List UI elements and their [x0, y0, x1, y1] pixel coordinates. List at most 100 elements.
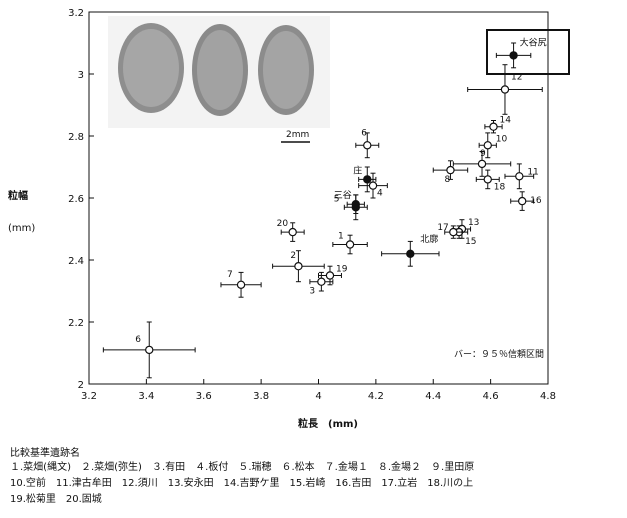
data-point: 庄	[353, 164, 377, 193]
point-label: 11	[527, 167, 538, 177]
point-marker	[406, 249, 415, 258]
highlight-box	[486, 29, 570, 75]
x-axis-ticks: 3.2 3.4 3.6 3.8 4 4.2 4.4 4.6 4.8	[81, 379, 556, 402]
point-label: 4	[377, 189, 383, 199]
x-axis-label: 粒長 (mm)	[298, 417, 358, 430]
point-label: 20	[277, 219, 289, 229]
point-marker	[294, 262, 303, 271]
scale-label: 2mm	[286, 130, 309, 140]
point-marker	[345, 240, 355, 249]
data-point: 13	[452, 218, 479, 239]
point-marker	[483, 141, 492, 150]
point-label: 13	[468, 218, 479, 228]
data-point: 19	[318, 265, 348, 286]
point-label: 1	[338, 232, 344, 242]
point-label: 5	[334, 194, 340, 204]
grain-photo	[108, 16, 330, 128]
point-marker	[145, 345, 154, 355]
point-marker	[288, 227, 297, 237]
x-tick-label: 3.4	[138, 391, 154, 402]
data-point: 1	[332, 232, 368, 255]
x-tick-label: 4.6	[483, 391, 499, 402]
data-point: 3	[309, 271, 334, 297]
caption-line-2: 10.空前 11.津古牟田 12.須川 13.安永田 14.吉野ケ里 15.岩崎…	[10, 478, 474, 489]
point-label: 6	[361, 128, 367, 138]
point-label: 10	[496, 134, 508, 144]
data-point: 大谷尻	[495, 36, 547, 69]
point-marker	[363, 141, 372, 150]
point-marker	[477, 159, 487, 169]
point-label: 12	[511, 73, 522, 83]
scale-bar: 2mm	[281, 130, 310, 143]
point-marker	[236, 280, 246, 289]
data-point: 8	[432, 160, 469, 185]
point-label: 6	[135, 335, 141, 345]
data-point: 北廓	[381, 233, 440, 267]
point-marker	[483, 175, 492, 184]
point-marker	[489, 122, 498, 131]
point-marker	[509, 51, 518, 60]
y-tick-label: 2.8	[68, 132, 84, 143]
point-marker	[449, 227, 458, 237]
x-tick-label: 3.6	[196, 391, 212, 402]
data-point: 6	[102, 321, 196, 379]
point-label: 14	[499, 116, 511, 126]
point-marker	[446, 165, 455, 175]
y-tick-label: 2.6	[68, 194, 84, 205]
point-label: 2	[290, 251, 296, 261]
point-label: 19	[336, 265, 348, 275]
point-label: 16	[530, 196, 542, 206]
y-axis-unit: (mm)	[8, 223, 35, 234]
x-tick-label: 3.8	[253, 391, 269, 402]
point-label: 17	[437, 223, 448, 233]
point-marker	[500, 85, 510, 94]
point-label: 庄	[353, 164, 362, 176]
point-label: 北廓	[420, 233, 438, 245]
point-marker	[363, 175, 372, 184]
data-point: 17	[437, 223, 463, 239]
x-tick-label: 4	[315, 391, 321, 402]
data-point: 4	[358, 172, 388, 199]
y-tick-label: 3.2	[68, 8, 84, 19]
data-point: 9	[452, 149, 512, 177]
point-marker	[517, 196, 527, 206]
y-tick-label: 3	[78, 70, 84, 81]
data-point: 18	[475, 169, 506, 192]
y-tick-label: 2.2	[68, 318, 84, 329]
point-label: 大谷尻	[520, 36, 547, 48]
point-label: 15	[465, 237, 476, 247]
data-point: 10	[478, 132, 508, 159]
point-label: 9	[480, 149, 486, 159]
y-axis-label: 粒幅	[8, 189, 28, 202]
data-point: 6	[355, 128, 380, 159]
data-point: 12	[467, 64, 543, 115]
y-axis-ticks: 3.2 3 2.8 2.6 2.4 2.2 2	[68, 8, 94, 391]
caption-line-3: 19.松菊里 20.固城	[10, 494, 102, 505]
point-marker	[368, 181, 378, 190]
point-label: 3	[309, 287, 315, 297]
point-marker	[351, 199, 360, 209]
data-point: 16	[510, 191, 542, 211]
point-marker	[515, 172, 524, 181]
point-marker	[325, 271, 335, 280]
point-label: 18	[494, 182, 506, 192]
x-tick-label: 4.4	[425, 391, 441, 402]
data-point: 20	[277, 219, 305, 242]
point-label: 8	[444, 175, 450, 185]
x-tick-label: 3.2	[81, 391, 97, 402]
data-point: 2	[272, 250, 325, 283]
y-tick-label: 2.4	[68, 256, 84, 267]
point-marker	[317, 277, 326, 286]
caption-line-1: １.菜畑(縄文) ２.菜畑(弥生) ３.有田 ４.板付 ５.瑞穂 ６.松本 ７.…	[10, 462, 475, 473]
point-label: 三谷	[334, 190, 352, 201]
caption-title: 比較基準遺跡名	[10, 448, 80, 459]
data-point: 14	[484, 116, 511, 134]
point-label: 7	[227, 270, 233, 280]
scatter-chart: 2mm 3.2 3.4 3.6 3.8 4 4.2 4.4 4.6 4.8 3.2 3 2.8 2.6…	[8, 8, 570, 430]
data-point: 三谷	[334, 190, 365, 214]
x-tick-label: 4.8	[540, 391, 556, 402]
bar-note: バー：９５％信頼区間	[454, 348, 544, 360]
y-tick-label: 2	[78, 380, 84, 391]
data-point: 7	[220, 270, 262, 298]
